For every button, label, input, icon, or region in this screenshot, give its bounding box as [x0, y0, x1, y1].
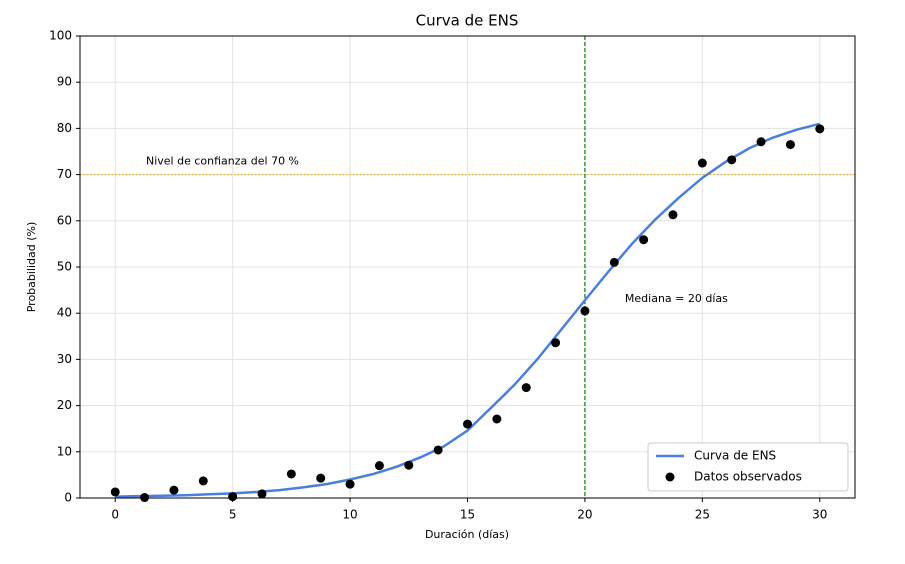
data-point: [110, 487, 120, 497]
data-point: [374, 461, 384, 471]
data-point: [785, 140, 795, 150]
x-tick-label: 5: [229, 508, 237, 522]
y-tick-label: 100: [49, 29, 72, 43]
chart-title: Curva de ENS: [416, 12, 519, 30]
annotation: Nivel de confianza del 70 %: [146, 155, 299, 168]
data-point: [404, 460, 414, 470]
annotation: Mediana = 20 días: [625, 292, 728, 305]
y-axis-label: Probabilidad (%): [25, 222, 38, 313]
legend: Curva de ENS Datos observados: [647, 442, 849, 492]
data-point: [580, 306, 590, 316]
x-tick-label: 0: [111, 508, 119, 522]
x-axis-label: Duración (días): [425, 528, 509, 541]
data-point: [756, 137, 766, 147]
legend-label: Curva de ENS: [694, 449, 776, 463]
data-point: [697, 158, 707, 168]
data-point: [286, 469, 296, 479]
y-tick-label: 20: [57, 398, 72, 412]
x-tick-label: 20: [577, 508, 592, 522]
data-point: [257, 489, 267, 499]
data-point: [815, 124, 825, 134]
data-point: [727, 155, 737, 165]
data-point: [345, 479, 355, 489]
x-tick-label: 10: [342, 508, 357, 522]
y-tick-label: 50: [57, 260, 72, 274]
data-point: [492, 414, 502, 424]
data-point: [668, 210, 678, 220]
y-tick-label: 70: [57, 167, 72, 181]
x-tick-label: 30: [812, 508, 827, 522]
data-point: [198, 476, 208, 486]
data-point: [169, 485, 179, 495]
legend-label: Datos observados: [694, 470, 802, 484]
x-tick-label: 15: [460, 508, 475, 522]
y-tick-label: 30: [57, 352, 72, 366]
y-tick-label: 10: [57, 444, 72, 458]
data-point: [609, 257, 619, 267]
plot-frame: [79, 35, 856, 499]
x-tick-label: 25: [695, 508, 710, 522]
data-point: [433, 445, 443, 455]
data-point: [551, 338, 561, 348]
legend-box: [647, 442, 849, 492]
legend-swatch: [665, 472, 675, 482]
data-point: [463, 419, 472, 429]
data-point: [316, 473, 326, 483]
data-point: [521, 383, 531, 393]
y-tick-label: 80: [57, 121, 72, 135]
data-point: [639, 235, 649, 245]
data-point: [228, 492, 238, 502]
y-tick-label: 0: [64, 491, 72, 505]
y-tick-label: 90: [57, 75, 72, 89]
y-tick-label: 60: [57, 213, 72, 227]
y-tick-label: 40: [57, 306, 72, 320]
